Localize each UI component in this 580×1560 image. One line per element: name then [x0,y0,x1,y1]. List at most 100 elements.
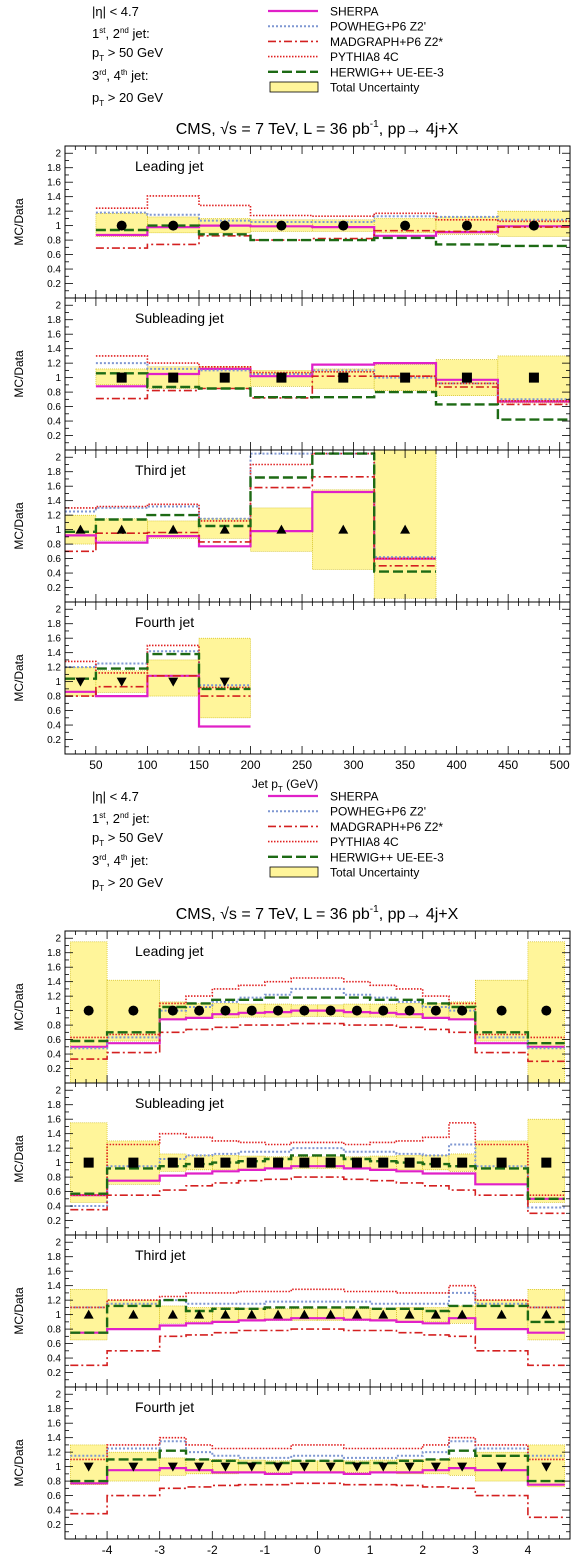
x-tick-label: 250 [292,758,312,772]
x-tick-label: 450 [498,758,518,772]
y-tick-label: 0.4 [47,265,61,276]
y-tick-label: 0.8 [47,1021,61,1032]
y-tick-label: 1.2 [47,1448,61,1459]
data-point [167,1309,178,1319]
y-axis-label: MC/Data [12,502,26,550]
x-tick-label: 2 [419,1543,426,1557]
series-sherpa [65,490,436,560]
cut-jets12-mid: , 2 [105,26,119,41]
cut-pt12-p: p [92,830,99,845]
data-point [457,1462,468,1472]
data-point [167,1005,178,1016]
panel-plot-area [69,1284,566,1367]
data-point [246,1157,257,1168]
series-herwig [95,224,570,248]
legend-label-1: POWHEG+P6 Z2' [330,20,426,34]
panel-4: 0.2 0.4 0.6 0.8 1 1.2 1.4 1.6 1.8 2 Fourth jet MC/D… [12,1386,571,1540]
x-tick-label: 100 [137,758,157,772]
y-tick-label: 0.6 [47,706,61,717]
data-point [430,1309,441,1319]
series-pythia [70,1284,565,1309]
y-tick-label: 0.6 [47,554,61,565]
y-axis-label: MC/Data [12,1439,26,1487]
cut-jets34: 3rd, 4th jet: [92,853,148,868]
data-point [351,1462,362,1472]
y-tick-label: 0.4 [47,1050,61,1061]
cut-jets34-sup1: rd [99,68,106,77]
y-tick-label: 1 [55,1158,61,1169]
data-point [273,1005,284,1016]
cut-jets12: 1st, 2nd jet: [92,26,150,41]
y-tick-label: 0.6 [47,402,61,413]
panel-plot-area [69,1436,566,1519]
legend-label-5: Total Uncertainty [330,866,419,880]
y-tick-label: 1 [55,221,61,232]
y-tick-label: 1 [55,677,61,688]
title-post: , pp→ 4j+X [379,121,459,138]
data-point [430,1462,441,1472]
cut-jets34-post: jet: [128,68,149,83]
data-point [220,1005,231,1016]
data-point [194,1157,205,1168]
data-point [116,524,127,534]
cut-jets12: 1st, 2nd jet: [92,811,150,826]
series-powheg [95,362,570,401]
y-tick-label: 2 [55,301,61,312]
data-point [299,1309,310,1319]
series-pythia [95,355,570,402]
cut-pt34-sub: T [99,99,104,108]
x-tick-label: 50 [89,758,103,772]
cut-pt12-sub: T [99,839,104,848]
y-tick-label: 0.2 [47,1216,61,1227]
panel-label: Third jet [135,1247,186,1263]
data-point [168,220,179,231]
panel-label: Leading jet [135,158,204,174]
series-herwig [70,1154,565,1200]
data-point [338,220,349,231]
cut-eta: |η| < 4.7 [92,789,139,804]
data-point [541,1309,552,1319]
data-point [378,1157,389,1168]
title-sup: -1 [370,904,379,915]
cut-pt12-sub: T [99,54,104,63]
x-tick-label: 200 [240,758,260,772]
y-tick-label: 1.8 [47,948,61,959]
y-tick-label: 1.2 [47,511,61,522]
data-point [378,1005,389,1016]
cut-jets12-sup2: nd [120,811,129,820]
uncertainty-band [373,450,437,599]
panel-3: 0.2 0.4 0.6 0.8 1 1.2 1.4 1.6 1.8 2 Third jet MC/Da… [12,1234,571,1388]
y-tick-label: 1.4 [47,192,61,203]
data-point [167,1157,178,1168]
y-tick-label: 0.2 [47,279,61,290]
data-point [246,1309,257,1319]
cut-jets12-pre: 1 [92,26,99,41]
y-tick-label: 0.2 [47,431,61,442]
title-sup: -1 [370,119,379,130]
y-tick-label: 0.6 [47,1491,61,1502]
data-point [75,677,86,687]
data-point [194,1005,205,1016]
x-tick-label: 4 [525,1543,532,1557]
y-tick-label: 1 [55,1462,61,1473]
y-axis-label: MC/Data [12,983,26,1031]
y-tick-label: 1.8 [47,619,61,630]
y-tick-label: 1 [55,1006,61,1017]
data-point [194,1309,205,1319]
data-point [541,1462,552,1472]
y-tick-label: 1.4 [47,1129,61,1140]
title-pre: CMS, [176,906,220,923]
y-axis-label: MC/Data [12,1287,26,1335]
chart-title: CMS, √s = 7 TeV, L = 36 pb-1, pp→ 4j+X [176,119,459,138]
cut-jets34-sup1: rd [99,853,106,862]
x-axis-label-sub: T [278,785,283,794]
y-tick-label: 1.4 [47,344,61,355]
data-point [273,1462,284,1472]
cut-pt34-p: p [92,90,99,105]
legend-swatch-uncertainty [269,866,319,878]
y-tick-label: 1.4 [47,977,61,988]
legend-label-0: SHERPA [330,790,378,804]
series-powheg [70,987,565,1050]
y-tick-label: 1.8 [47,1404,61,1415]
